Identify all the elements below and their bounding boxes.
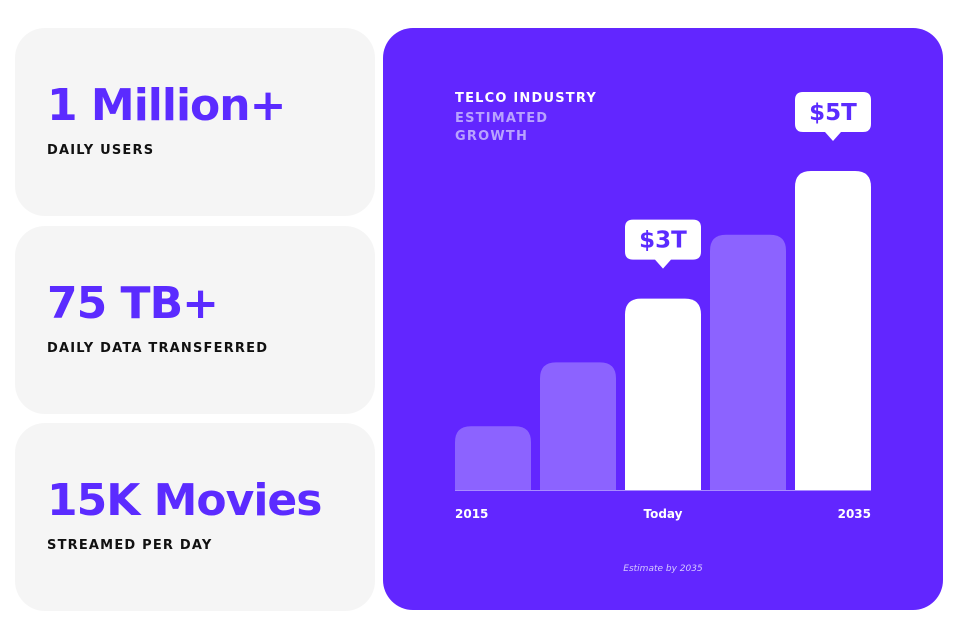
bar [795,171,871,490]
stat-card: 15K Movies STREAMED PER DAY [15,423,375,611]
value-label: $3T [639,228,687,254]
chart: 2015 $3T Today $5T 2035 Estimate by 2035 [455,92,871,574]
stat-label: DAILY USERS [47,143,155,158]
value-bubble [795,92,871,141]
value-label: $5T [809,100,857,126]
stat-card: 1 Million+ DAILY USERS [15,28,375,216]
value-bubble [625,219,701,269]
chart-note: Estimate by 2035 [623,564,703,574]
x-tick-label: 2035 [838,507,871,521]
stat-label: DAILY DATA TRANSFERRED [47,340,269,356]
chart-subtitle: ESTIMATED GROWTH [455,111,549,144]
stat-card: 75 TB+ DAILY DATA TRANSFERRED [15,225,375,414]
chart-title: TELCO INDUSTRY [455,91,597,106]
bar [540,362,616,490]
stat-label: STREAMED PER DAY [47,538,213,553]
x-tick-label: Today [644,507,683,521]
bar [710,234,786,490]
x-tick-label: 2015 [455,507,488,521]
chart-panel: TELCO INDUSTRY ESTIMATED GROWTH 2015 $3T T… [383,28,943,610]
bar [455,426,531,490]
stat-value: 75 TB+ [47,277,219,329]
stat-value: 1 Million+ [47,80,286,131]
bar [625,298,701,490]
stat-value: 15K Movies [47,475,322,526]
